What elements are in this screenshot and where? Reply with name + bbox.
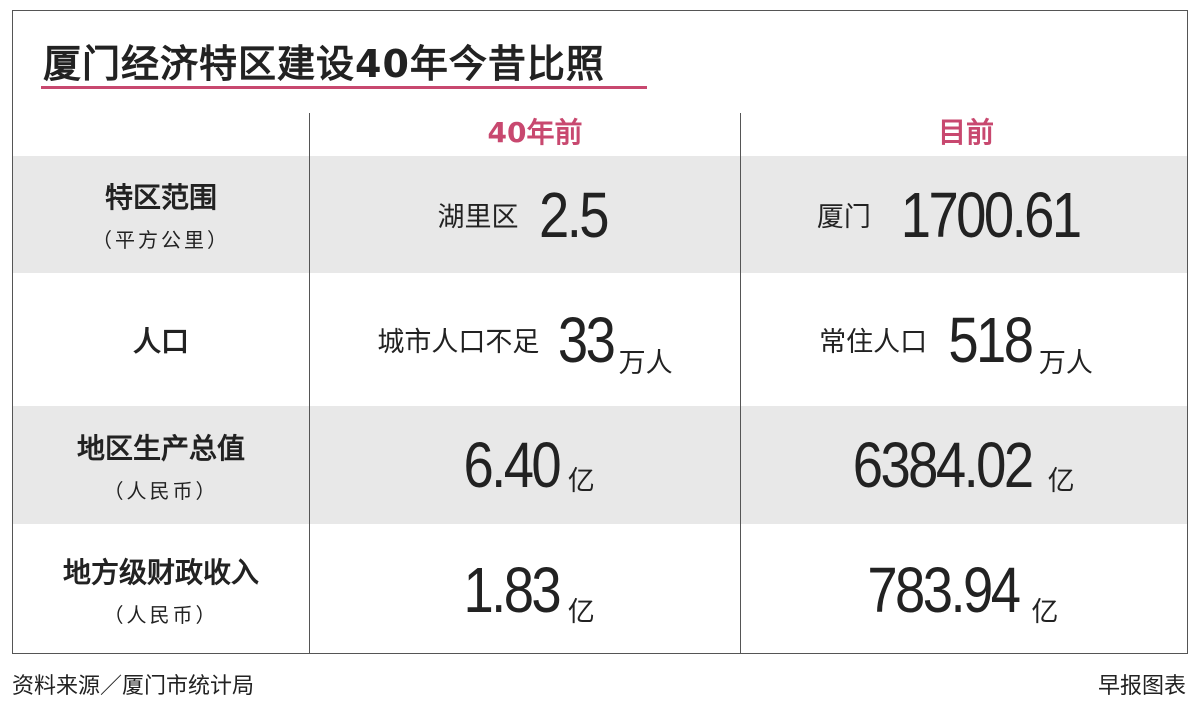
- label-sub: （平方公里）: [92, 228, 230, 252]
- cell-prefix: 城市人口不足: [377, 327, 540, 358]
- source: 资料来源／厦门市统计局: [12, 674, 255, 699]
- credit: 早报图表: [1097, 674, 1186, 699]
- cell-unit: 万人: [618, 348, 673, 379]
- label-sub: （人民币）: [103, 603, 219, 627]
- label-text: 特区范围: [104, 181, 217, 214]
- table-row: 地区生产总值 （人民币） 6.40 亿 6384.02 亿: [13, 406, 1187, 524]
- table-cell: 厦门 1700.61: [741, 156, 1171, 273]
- cell-value: 33: [558, 303, 616, 376]
- row-label: 特区范围 （平方公里）: [13, 156, 309, 273]
- divider: [740, 113, 741, 653]
- table-cell: 1.83 亿: [310, 524, 740, 655]
- table-cell: 湖里区 2.5: [310, 156, 740, 273]
- cell-value: 1.83: [463, 553, 562, 626]
- cell-value: 518: [948, 303, 1034, 376]
- cell-unit: 亿: [1047, 466, 1075, 497]
- header-row: 40年前 目前: [13, 111, 1187, 156]
- row-label: 地区生产总值 （人民币）: [13, 406, 309, 524]
- title-rule: [41, 86, 647, 89]
- table-row: 人口 城市人口不足 33 万人 常住人口 518 万人: [13, 273, 1187, 406]
- cell-value: 1700.61: [900, 178, 1082, 251]
- column-header: 40年前: [487, 116, 583, 149]
- label-text: 地区生产总值: [76, 431, 245, 465]
- label-sub: （人民币）: [103, 478, 219, 503]
- table-row: 特区范围 （平方公里） 湖里区 2.5 厦门 1700.61: [13, 156, 1187, 273]
- cell-value: 2.5: [538, 178, 610, 251]
- cell-unit: 万人: [1038, 348, 1093, 379]
- table-row: 地方级财政收入 （人民币） 1.83 亿 783.94 亿: [13, 524, 1187, 655]
- column-header: 目前: [937, 116, 994, 149]
- cell-value: 6384.02: [853, 429, 1034, 501]
- cell-value: 783.94: [866, 553, 1021, 626]
- cell-value: 6.40: [463, 429, 562, 501]
- label-text: 人口: [132, 324, 189, 358]
- row-label: 人口: [13, 273, 309, 406]
- cell-unit: 亿: [1031, 597, 1059, 628]
- cell-unit: 亿: [567, 466, 595, 497]
- cell-prefix: 常住人口: [819, 327, 928, 358]
- divider: [309, 113, 310, 653]
- table-cell: 6384.02 亿: [741, 406, 1171, 524]
- table-cell: 常住人口 518 万人: [741, 273, 1171, 406]
- cell-prefix: 湖里区: [437, 202, 519, 233]
- cell-prefix: 厦门: [816, 202, 871, 233]
- title: 厦门经济特区建设40年今昔比照: [43, 42, 605, 86]
- cell-unit: 亿: [567, 597, 595, 628]
- table-cell: 6.40 亿: [310, 406, 740, 524]
- label-text: 地方级财政收入: [62, 556, 259, 589]
- row-label: 地方级财政收入 （人民币）: [13, 524, 309, 655]
- infographic-box: 厦门经济特区建设40年今昔比照 40年前 目前 特区范围 （平方公里） 湖里区 2.5 厦…: [12, 10, 1188, 654]
- table-cell: 城市人口不足 33 万人: [310, 273, 740, 406]
- table-cell: 783.94 亿: [741, 524, 1171, 655]
